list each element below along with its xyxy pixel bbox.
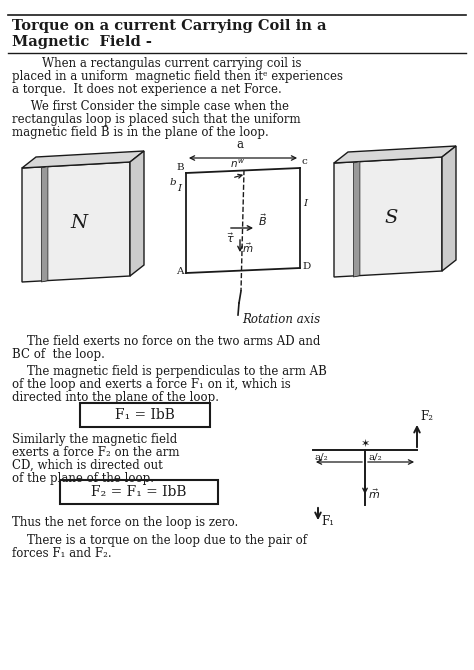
Text: D: D <box>302 262 310 271</box>
Polygon shape <box>130 151 144 276</box>
Text: B: B <box>176 163 183 172</box>
Text: b: b <box>170 178 177 187</box>
Text: I: I <box>303 199 307 208</box>
Text: F₁: F₁ <box>321 515 334 528</box>
Text: directed into the plane of the loop.: directed into the plane of the loop. <box>12 391 219 404</box>
Text: N: N <box>71 214 88 232</box>
Text: I: I <box>177 184 181 193</box>
Text: Thus the net force on the loop is zero.: Thus the net force on the loop is zero. <box>12 516 238 529</box>
Text: a/₂: a/₂ <box>315 452 329 461</box>
Text: Similarly the magnetic field: Similarly the magnetic field <box>12 433 177 446</box>
Text: F₂ = F₁ = IbB: F₂ = F₁ = IbB <box>91 485 187 499</box>
Text: placed in a uniform  magnetic field then itᵉ experiences: placed in a uniform magnetic field then … <box>12 70 343 83</box>
Text: Torque on a current Carrying Coil in a: Torque on a current Carrying Coil in a <box>12 19 327 33</box>
Text: $\mathit{n}^w$: $\mathit{n}^w$ <box>230 157 245 170</box>
Polygon shape <box>334 146 456 163</box>
Text: $\vec{m}$: $\vec{m}$ <box>368 487 380 501</box>
Text: a torque.  It does not experience a net Force.: a torque. It does not experience a net F… <box>12 83 282 96</box>
Text: Magnetic  Field -: Magnetic Field - <box>12 35 152 49</box>
Text: c: c <box>302 157 308 166</box>
Text: exerts a force F₂ on the arm: exerts a force F₂ on the arm <box>12 446 180 459</box>
Text: When a rectangulas current carrying coil is: When a rectangulas current carrying coil… <box>12 57 301 70</box>
Text: Rotation axis: Rotation axis <box>242 313 320 326</box>
Text: We first Consider the simple case when the: We first Consider the simple case when t… <box>12 100 289 113</box>
Text: CD, which is directed out: CD, which is directed out <box>12 459 163 472</box>
Text: $\vec{B}$: $\vec{B}$ <box>258 212 267 228</box>
Text: A: A <box>176 267 183 276</box>
Text: of the plane of the loop.: of the plane of the loop. <box>12 472 154 485</box>
Polygon shape <box>354 161 360 277</box>
Text: $\vec{m}$: $\vec{m}$ <box>242 241 254 255</box>
Polygon shape <box>442 146 456 271</box>
Text: The field exerts no force on the two arms AD and: The field exerts no force on the two arm… <box>12 335 320 348</box>
Polygon shape <box>22 162 130 282</box>
Text: The magnetic field is perpendiculas to the arm AB: The magnetic field is perpendiculas to t… <box>12 365 327 378</box>
Bar <box>80 403 210 427</box>
Polygon shape <box>334 157 442 277</box>
Text: a/₂: a/₂ <box>369 452 383 461</box>
Text: magnetic field B is in the plane of the loop.: magnetic field B is in the plane of the … <box>12 126 269 139</box>
Text: F₂: F₂ <box>420 410 433 423</box>
Polygon shape <box>22 151 144 168</box>
Text: rectangulas loop is placed such that the uniform: rectangulas loop is placed such that the… <box>12 113 301 126</box>
Text: There is a torque on the loop due to the pair of: There is a torque on the loop due to the… <box>12 534 307 547</box>
Text: a: a <box>237 138 244 151</box>
Text: of the loop and exerts a force F₁ on it, which is: of the loop and exerts a force F₁ on it,… <box>12 378 291 391</box>
Text: $\vec{\tau}$: $\vec{\tau}$ <box>226 231 235 245</box>
Text: forces F₁ and F₂.: forces F₁ and F₂. <box>12 547 111 560</box>
Text: ✶: ✶ <box>361 439 370 449</box>
Text: S: S <box>384 209 398 227</box>
Text: F₁ = IbB: F₁ = IbB <box>115 408 175 422</box>
Text: BC of  the loop.: BC of the loop. <box>12 348 105 361</box>
Bar <box>60 480 218 504</box>
Polygon shape <box>41 167 48 282</box>
